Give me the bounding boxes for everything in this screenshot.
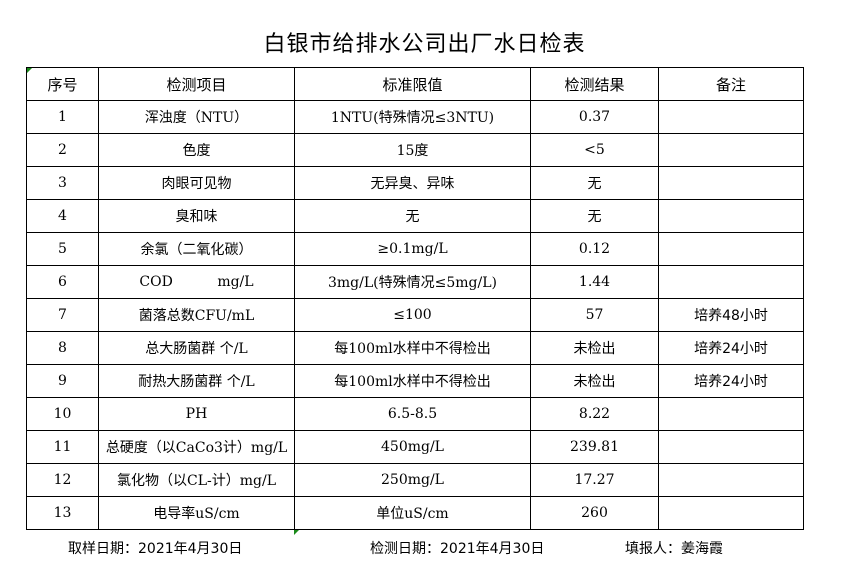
standard-limit: 250mg/L — [294, 463, 531, 497]
standard-limit: 6.5-8.5 — [294, 397, 531, 431]
filled-by: 填报人：姜海霞 — [625, 541, 723, 557]
cell-marker — [294, 530, 299, 535]
test-item: 总大肠菌群 个/L — [98, 331, 295, 365]
header-cell: 序号 — [26, 67, 99, 101]
table-row: 1 浑浊度（NTU） 1NTU(特殊情况≤3NTU) 0.37 — [26, 100, 804, 134]
row-number: 8 — [26, 331, 99, 365]
remark — [658, 166, 804, 200]
table-row: 11 总硬度（以CaCo3计）mg/L 450mg/L 239.81 — [26, 430, 804, 464]
row-number: 10 — [26, 397, 99, 431]
standard-limit: 每100ml水样中不得检出 — [294, 364, 531, 398]
table-row: 9 耐热大肠菌群 个/L 每100ml水样中不得检出 未检出 培养24小时 — [26, 364, 804, 398]
test-item: 总硬度（以CaCo3计）mg/L — [98, 430, 295, 464]
test-date: 检测日期：2021年4月30日 — [370, 541, 545, 557]
test-item: 余氯（二氧化碳） — [98, 232, 295, 266]
remark — [658, 232, 804, 266]
row-number: 6 — [26, 265, 99, 299]
test-result: 无 — [530, 166, 659, 200]
table-row: 3 肉眼可见物 无异臭、异味无 — [26, 166, 804, 200]
row-number: 13 — [26, 496, 99, 530]
remark: 培养48小时 — [658, 298, 804, 332]
remark — [658, 199, 804, 233]
remark — [658, 397, 804, 431]
test-result: 17.27 — [530, 463, 659, 497]
table-row: 13 电导率uS/cm 单位uS/cm 260 — [26, 496, 804, 530]
remark — [658, 463, 804, 497]
test-item: COD mg/L — [98, 265, 295, 299]
sample-date: 取样日期：2021年4月30日 — [68, 541, 243, 557]
remark — [658, 265, 804, 299]
standard-limit: ≤100 — [294, 298, 531, 332]
standard-limit: 450mg/L — [294, 430, 531, 464]
test-result: 1.44 — [530, 265, 659, 299]
test-result: 239.81 — [530, 430, 659, 464]
test-item: 耐热大肠菌群 个/L — [98, 364, 295, 398]
header-cell: 标准限值 — [294, 67, 531, 101]
table-row: 6 COD mg/L 3mg/L(特殊情况≤5mg/L) 1.44 — [26, 265, 804, 299]
header-cell: 备注 — [658, 67, 804, 101]
test-item: 臭和味 — [98, 199, 295, 233]
test-result: <5 — [530, 133, 659, 167]
row-number: 12 — [26, 463, 99, 497]
row-number: 4 — [26, 199, 99, 233]
row-number: 3 — [26, 166, 99, 200]
standard-limit: 单位uS/cm — [294, 496, 531, 530]
inspection-table: 序号 检测项目 标准限值 检测结果 备注 1 浑浊度（NTU） 1NTU(特殊情况≤… — [26, 67, 804, 530]
test-result: 未检出 — [530, 331, 659, 365]
row-number: 1 — [26, 100, 99, 134]
test-item: 电导率uS/cm — [98, 496, 295, 530]
table-row: 5 余氯（二氧化碳） ≥0.1mg/L 0.12 — [26, 232, 804, 266]
page-title: 白银市给排水公司出厂水日检表 — [263, 32, 586, 57]
test-result: 260 — [530, 496, 659, 530]
test-result: 57 — [530, 298, 659, 332]
row-number: 11 — [26, 430, 99, 464]
standard-limit: ≥0.1mg/L — [294, 232, 531, 266]
remark: 培养24小时 — [658, 364, 804, 398]
remark: 培养24小时 — [658, 331, 804, 365]
test-item: 菌落总数CFU/mL — [98, 298, 295, 332]
table-header-row: 序号 检测项目 标准限值 检测结果 备注 — [26, 67, 804, 101]
table-row: 7 菌落总数CFU/mL ≤100 57 培养48小时 — [26, 298, 804, 332]
table-row: 4 臭和味无无 — [26, 199, 804, 233]
standard-limit: 15度 — [294, 133, 531, 167]
test-item: 肉眼可见物 — [98, 166, 295, 200]
remark — [658, 496, 804, 530]
table-row: 8 总大肠菌群 个/L 每100ml水样中不得检出 未检出 培养24小时 — [26, 331, 804, 365]
row-number: 2 — [26, 133, 99, 167]
remark — [658, 133, 804, 167]
test-result: 0.12 — [530, 232, 659, 266]
test-item: 色度 — [98, 133, 295, 167]
test-result: 未检出 — [530, 364, 659, 398]
table-row: 10 PH 6.5-8.5 8.22 — [26, 397, 804, 431]
standard-limit: 每100ml水样中不得检出 — [294, 331, 531, 365]
test-item: PH — [98, 397, 295, 431]
remark — [658, 430, 804, 464]
test-result: 0.37 — [530, 100, 659, 134]
table-row: 12 氯化物（以CL-计）mg/L 250mg/L 17.27 — [26, 463, 804, 497]
test-item: 氯化物（以CL-计）mg/L — [98, 463, 295, 497]
header-cell: 检测结果 — [530, 67, 659, 101]
standard-limit: 无 — [294, 199, 531, 233]
standard-limit: 1NTU(特殊情况≤3NTU) — [294, 100, 531, 134]
header-cell: 检测项目 — [98, 67, 295, 101]
row-number: 5 — [26, 232, 99, 266]
test-result: 8.22 — [530, 397, 659, 431]
row-number: 9 — [26, 364, 99, 398]
standard-limit: 3mg/L(特殊情况≤5mg/L) — [294, 265, 531, 299]
test-result: 无 — [530, 199, 659, 233]
table-row: 2 色度 15度 <5 — [26, 133, 804, 167]
remark — [658, 100, 804, 134]
test-item: 浑浊度（NTU） — [98, 100, 295, 134]
row-number: 7 — [26, 298, 99, 332]
standard-limit: 无异臭、异味 — [294, 166, 531, 200]
